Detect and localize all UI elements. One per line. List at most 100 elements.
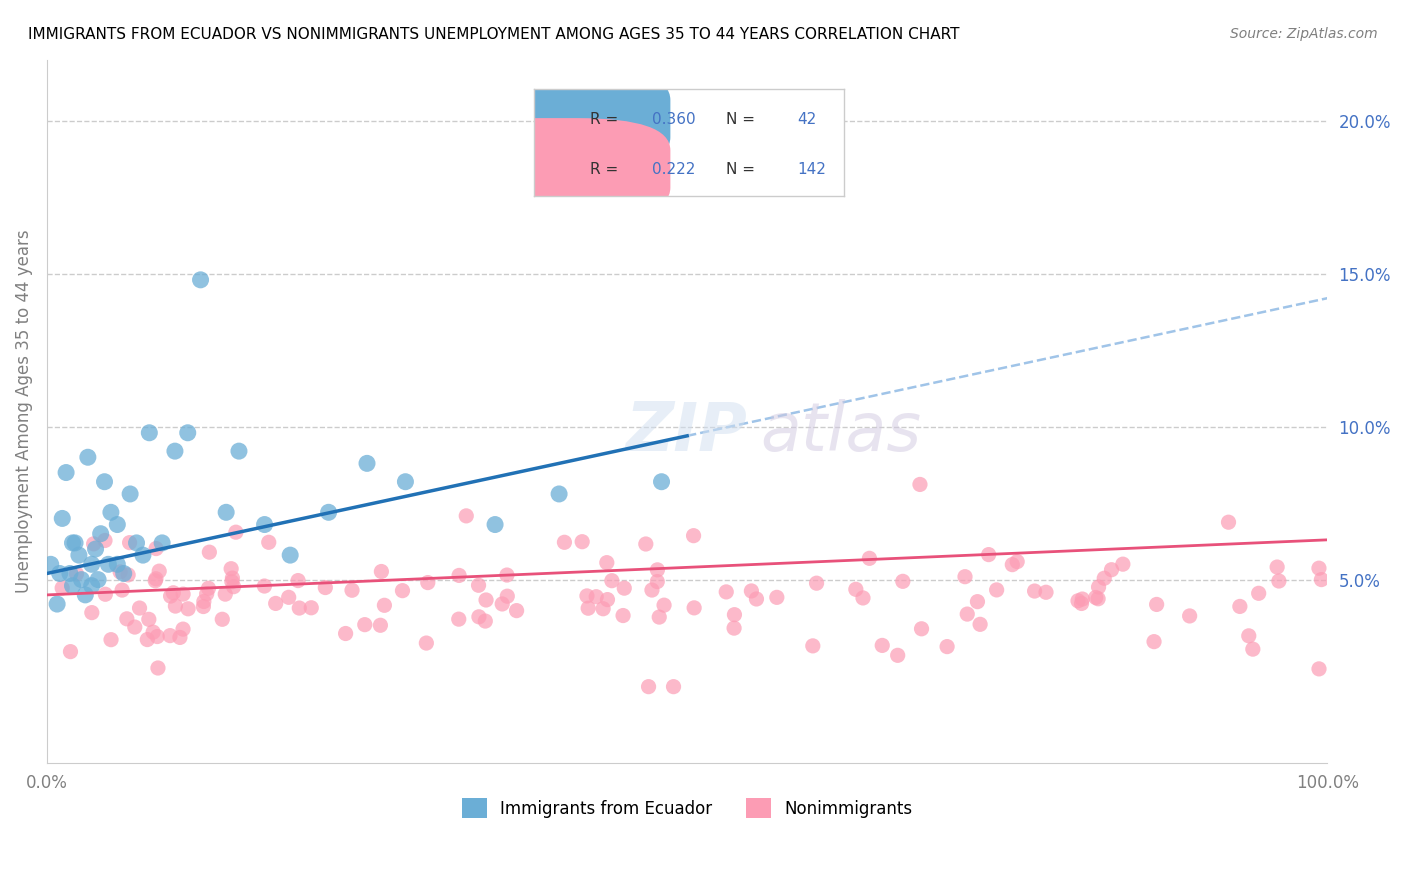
Point (1308, 662, 1330, 676)
Point (496, 568, 519, 582)
Point (146, 661, 169, 675)
Point (1146, 598, 1168, 612)
Point (136, 632, 159, 647)
Point (1112, 557, 1135, 571)
Point (299, 600, 322, 615)
Point (159, 629, 181, 643)
Point (165, 599, 187, 613)
Point (169, 631, 191, 645)
Point (190, 273, 212, 287)
Point (211, 612, 233, 626)
Point (177, 601, 200, 615)
Text: 42: 42 (797, 112, 817, 127)
Point (172, 587, 194, 601)
Point (94, 587, 117, 601)
Point (1310, 573, 1333, 587)
Point (63, 536, 86, 550)
Point (1229, 599, 1251, 614)
Text: 142: 142 (797, 162, 827, 177)
Point (953, 570, 976, 584)
Point (353, 617, 375, 632)
Point (585, 590, 607, 604)
Point (1268, 574, 1291, 588)
Point (125, 536, 148, 550)
Point (62, 536, 84, 550)
Point (484, 517, 506, 532)
Point (1071, 592, 1094, 607)
Point (80, 558, 103, 572)
Point (90, 526, 112, 541)
Point (740, 584, 762, 599)
Point (150, 536, 173, 550)
Point (682, 529, 704, 543)
Point (253, 517, 276, 532)
Point (314, 581, 336, 595)
Point (51, 511, 73, 525)
Point (1035, 585, 1057, 599)
Point (886, 648, 908, 663)
Point (370, 565, 392, 579)
Point (651, 475, 673, 489)
Point (716, 585, 738, 599)
Point (1024, 584, 1046, 599)
Point (335, 626, 357, 640)
Point (641, 582, 664, 597)
Point (394, 475, 416, 489)
FancyBboxPatch shape (447, 118, 671, 219)
Point (1143, 634, 1166, 648)
Point (1237, 629, 1260, 643)
Point (662, 680, 685, 694)
Text: Source: ZipAtlas.com: Source: ZipAtlas.com (1230, 27, 1378, 41)
Point (75, 588, 97, 602)
Point (193, 594, 215, 608)
Point (956, 607, 979, 621)
Point (288, 601, 311, 615)
Point (138, 425, 160, 440)
Point (1308, 561, 1330, 575)
Point (46, 597, 69, 611)
Point (986, 582, 1008, 597)
Point (62, 579, 84, 593)
Point (277, 591, 299, 605)
Point (221, 571, 243, 585)
Point (1067, 594, 1090, 608)
Point (159, 589, 181, 603)
Point (59, 645, 82, 659)
Point (287, 574, 309, 588)
Point (966, 594, 988, 608)
Point (496, 589, 519, 603)
Point (84, 541, 107, 556)
Point (145, 572, 167, 586)
Point (221, 574, 243, 589)
Point (1084, 591, 1107, 605)
Point (132, 548, 155, 562)
Point (120, 487, 142, 501)
Point (117, 568, 139, 582)
Point (172, 622, 194, 636)
Point (94, 533, 117, 548)
Point (108, 565, 131, 579)
Point (415, 636, 437, 650)
Point (257, 535, 280, 549)
Point (745, 591, 768, 606)
Point (228, 444, 250, 458)
Point (356, 456, 378, 470)
Point (977, 548, 1000, 562)
Point (128, 601, 150, 615)
Point (652, 598, 675, 612)
Point (197, 582, 219, 596)
Legend: Immigrants from Ecuador, Nonimmigrants: Immigrants from Ecuador, Nonimmigrants (456, 791, 920, 825)
Point (59, 566, 82, 581)
FancyBboxPatch shape (447, 68, 671, 169)
Text: atlas: atlas (761, 400, 921, 466)
Point (278, 548, 301, 562)
Point (177, 425, 200, 440)
Point (806, 576, 828, 591)
Point (647, 563, 669, 577)
Point (48, 566, 70, 581)
Point (1087, 580, 1109, 594)
Point (1070, 597, 1092, 611)
Point (571, 534, 593, 549)
Point (1265, 560, 1288, 574)
Point (55, 466, 77, 480)
